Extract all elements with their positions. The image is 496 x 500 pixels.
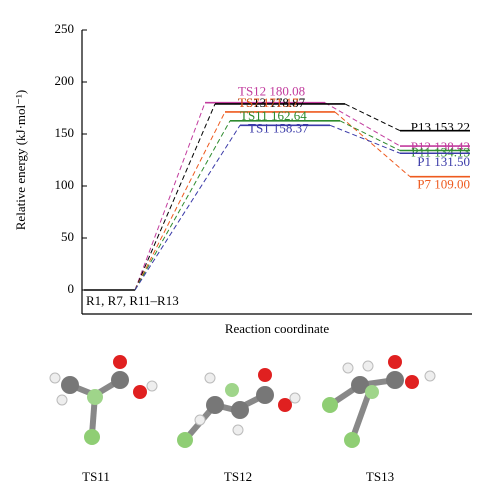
connector	[344, 103, 401, 132]
level-name: TS12	[238, 84, 266, 99]
level-value: 131.50	[434, 154, 470, 169]
level-label: TS13 178.87	[238, 95, 306, 110]
connector	[324, 102, 401, 147]
connector	[134, 125, 241, 291]
y-tick-label: 50	[61, 229, 74, 244]
level-value: 171.17	[263, 95, 299, 110]
structure-label: TS13	[366, 469, 394, 484]
level-label: P7 109.00	[417, 177, 470, 192]
level-name: P7	[417, 177, 431, 192]
level-value: 178.87	[269, 95, 305, 110]
level-label: TS1 158.37	[248, 120, 309, 135]
structure-label: TS12	[224, 469, 252, 484]
molecule-ts11	[49, 355, 158, 445]
x-axis-title: Reaction coordinate	[225, 321, 330, 336]
y-tick-label: 100	[55, 177, 75, 192]
connector	[134, 102, 206, 291]
level-value: 153.22	[434, 120, 470, 135]
level-label: TS12 180.08	[238, 84, 305, 99]
connector	[339, 120, 401, 151]
level-name: P13	[411, 120, 431, 135]
connector	[134, 103, 216, 291]
level-label: P13 153.22	[411, 120, 470, 135]
connector	[329, 124, 401, 154]
connector	[134, 120, 231, 291]
y-tick-label: 200	[55, 73, 75, 88]
level-label: TS7 171.17	[238, 95, 299, 110]
level-value: 162.64	[271, 108, 307, 123]
level-name: TS1	[248, 120, 270, 135]
level-name: P1	[417, 154, 431, 169]
level-name: P11	[411, 144, 431, 159]
level-name: TS13	[238, 95, 266, 110]
molecule-ts13	[322, 355, 436, 448]
molecule-ts12	[177, 368, 301, 448]
level-value: 180.08	[269, 84, 305, 99]
reactant-label: R1, R7, R11–R13	[86, 293, 179, 308]
level-value: 134.13	[434, 144, 470, 159]
y-axis-title: Relative energy (kJ·mol⁻¹)	[13, 90, 28, 230]
connector	[134, 111, 226, 291]
level-name: TS7	[238, 95, 260, 110]
level-label: P1 131.50	[417, 154, 470, 169]
level-label: P11 134.13	[411, 144, 470, 159]
level-value: 158.37	[273, 120, 309, 135]
level-value: 109.00	[434, 177, 470, 192]
level-label: TS11 162.64	[240, 108, 307, 123]
y-tick-label: 0	[68, 281, 75, 296]
connector	[334, 111, 411, 178]
structure-label: TS11	[82, 469, 110, 484]
y-tick-label: 150	[55, 125, 75, 140]
y-tick-label: 250	[55, 21, 75, 36]
level-name: TS11	[240, 108, 268, 123]
